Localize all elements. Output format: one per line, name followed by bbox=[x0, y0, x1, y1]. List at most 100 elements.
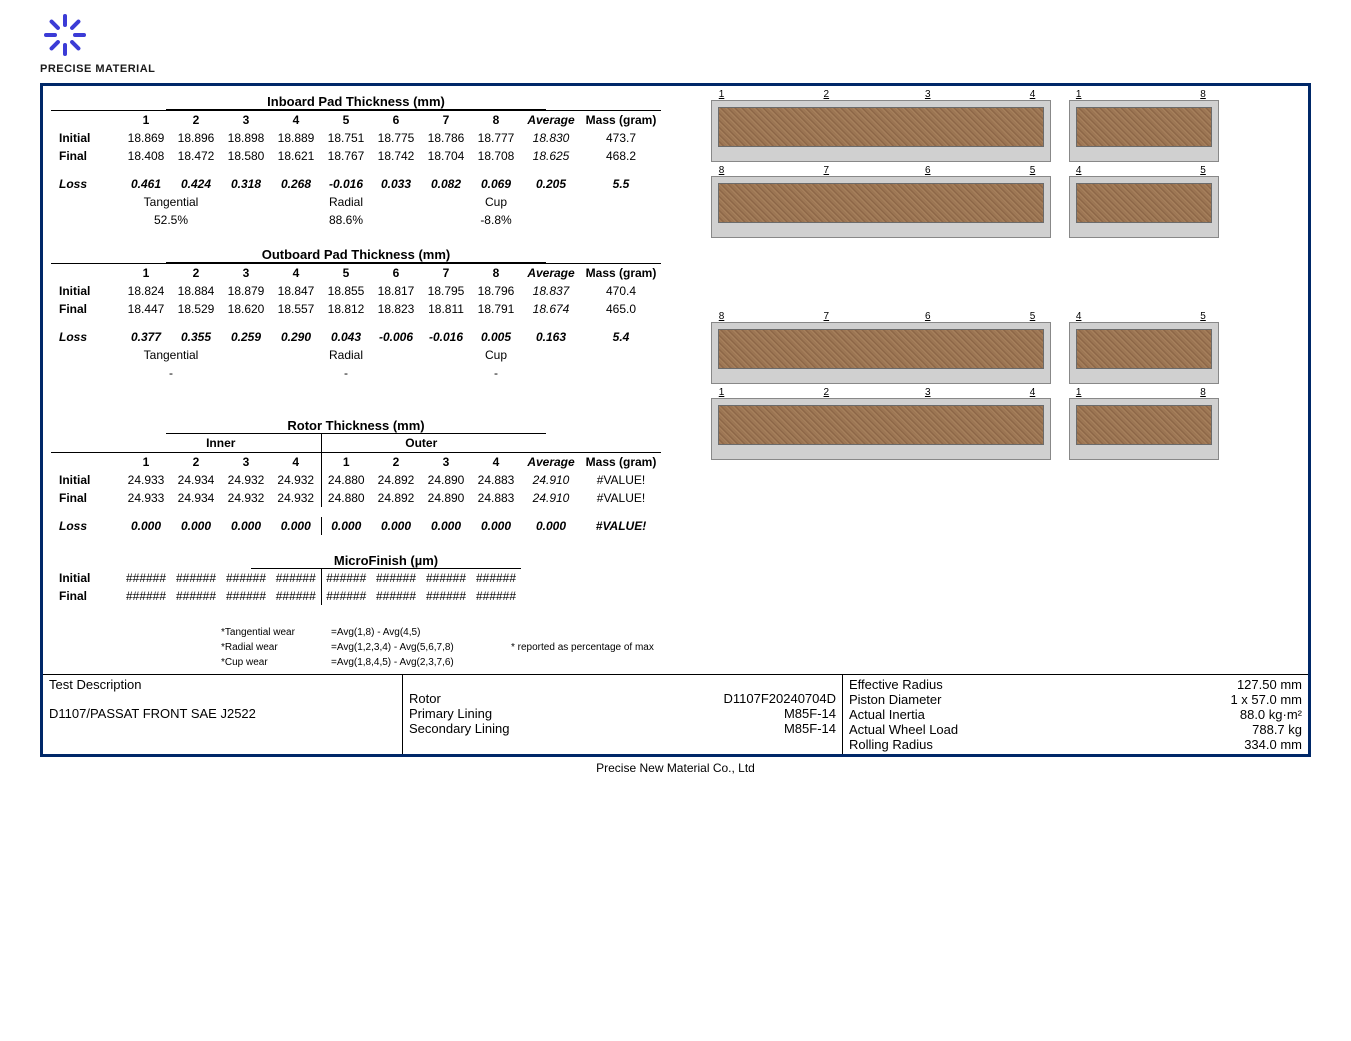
mass-cell: 465.0 bbox=[581, 300, 661, 318]
data-cell: 18.824 bbox=[121, 282, 171, 300]
pad-block-wide: 1234 bbox=[711, 100, 1051, 162]
data-cell: 24.932 bbox=[221, 489, 271, 507]
data-cell: 18.869 bbox=[121, 129, 171, 147]
data-cell: 18.704 bbox=[421, 147, 471, 165]
mass-cell: #VALUE! bbox=[581, 471, 661, 489]
data-cell: 0.268 bbox=[271, 175, 321, 193]
data-cell: 0.355 bbox=[171, 328, 221, 346]
data-cell: ###### bbox=[121, 587, 171, 605]
avg-cell: 18.625 bbox=[521, 147, 581, 165]
data-cell: 0.000 bbox=[171, 517, 221, 535]
avg-cell: 18.837 bbox=[521, 282, 581, 300]
pad-diagram-row: 123418 bbox=[711, 100, 1300, 162]
logo-area: PRECISE MATERIAL bbox=[40, 10, 1311, 75]
data-cell: 24.890 bbox=[421, 471, 471, 489]
avg-cell: 18.674 bbox=[521, 300, 581, 318]
data-cell: ###### bbox=[321, 569, 371, 587]
pad-block-narrow: 18 bbox=[1069, 398, 1219, 460]
pad-block-narrow: 45 bbox=[1069, 322, 1219, 384]
footer-mid-line: Primary LiningM85F-14 bbox=[409, 706, 836, 721]
footer-right-line: Actual Inertia88.0 kg·m² bbox=[849, 707, 1302, 722]
pad-point-num: 7 bbox=[824, 165, 830, 176]
mass-cell: 5.5 bbox=[581, 175, 661, 193]
pad-diagram-row: 123418 bbox=[711, 398, 1300, 460]
data-cell: 24.933 bbox=[121, 489, 171, 507]
mass-cell: 5.4 bbox=[581, 328, 661, 346]
data-cell: 24.932 bbox=[221, 471, 271, 489]
data-cell: 24.880 bbox=[321, 471, 371, 489]
data-cell: 24.892 bbox=[371, 471, 421, 489]
data-cell: -0.016 bbox=[321, 175, 371, 193]
mass-cell: #VALUE! bbox=[581, 517, 661, 535]
data-cell: 18.472 bbox=[171, 147, 221, 165]
pad-point-num: 1 bbox=[719, 89, 725, 100]
data-cell: 0.000 bbox=[271, 517, 321, 535]
row-label: Final bbox=[51, 489, 121, 507]
data-cell: 0.033 bbox=[371, 175, 421, 193]
pad-point-num: 2 bbox=[824, 89, 830, 100]
data-cell: 18.742 bbox=[371, 147, 421, 165]
data-cell: ###### bbox=[421, 569, 471, 587]
pad-block-wide: 8765 bbox=[711, 176, 1051, 238]
data-cell: 0.000 bbox=[421, 517, 471, 535]
test-desc-value: D1107/PASSAT FRONT SAE J2522 bbox=[49, 706, 396, 721]
row-label: Loss bbox=[51, 517, 121, 535]
footer-row: Test Description D1107/PASSAT FRONT SAE … bbox=[43, 674, 1308, 754]
pad-point-num: 4 bbox=[1076, 165, 1082, 176]
avg-cell: 0.163 bbox=[521, 328, 581, 346]
row-label: Loss bbox=[51, 175, 121, 193]
pad-point-num: 5 bbox=[1200, 165, 1206, 176]
footer-right-line: Piston Diameter1 x 57.0 mm bbox=[849, 692, 1302, 707]
wear-val-tangential: 52.5% bbox=[121, 211, 221, 229]
data-cell: ###### bbox=[271, 587, 321, 605]
wear-label-radial: Radial bbox=[321, 193, 371, 211]
data-cell: 0.377 bbox=[121, 328, 171, 346]
data-cell: 0.290 bbox=[271, 328, 321, 346]
data-cell: 18.889 bbox=[271, 129, 321, 147]
row-label: Final bbox=[51, 300, 121, 318]
rotor-outer-label: Outer bbox=[321, 434, 521, 453]
footer-right-line: Effective Radius127.50 mm bbox=[849, 677, 1302, 692]
pad-point-num: 1 bbox=[719, 387, 725, 398]
avg-cell: 24.910 bbox=[521, 471, 581, 489]
data-cell: 24.883 bbox=[471, 489, 521, 507]
pad-point-num: 1 bbox=[1076, 387, 1082, 398]
footer-right-line: Rolling Radius334.0 mm bbox=[849, 737, 1302, 752]
avg-cell: 0.205 bbox=[521, 175, 581, 193]
outboard-table: 1234 5678 AverageMass (gram) Initial18.8… bbox=[51, 263, 661, 382]
pad-diagram-row: 8765 45 bbox=[711, 176, 1300, 238]
data-cell: ###### bbox=[171, 587, 221, 605]
data-cell: 18.751 bbox=[321, 129, 371, 147]
data-cell: 24.890 bbox=[421, 489, 471, 507]
data-cell: 0.461 bbox=[121, 175, 171, 193]
pad-block-wide: 8765 bbox=[711, 322, 1051, 384]
data-cell: 0.043 bbox=[321, 328, 371, 346]
pad-point-num: 2 bbox=[824, 387, 830, 398]
pad-point-num: 7 bbox=[824, 311, 830, 322]
data-cell: ###### bbox=[371, 569, 421, 587]
pad-point-num: 5 bbox=[1030, 165, 1036, 176]
row-label: Initial bbox=[51, 129, 121, 147]
micro-title: MicroFinish (µm) bbox=[251, 553, 521, 569]
data-cell: ###### bbox=[471, 587, 521, 605]
data-cell: 0.082 bbox=[421, 175, 471, 193]
data-cell: 18.620 bbox=[221, 300, 271, 318]
wear-notes: *Tangential wear=Avg(1,8) - Avg(4,5) *Ra… bbox=[221, 625, 691, 670]
pad-point-num: 6 bbox=[925, 165, 931, 176]
data-cell: ###### bbox=[371, 587, 421, 605]
data-cell: 18.812 bbox=[321, 300, 371, 318]
main-frame: Inboard Pad Thickness (mm) 1234 5678 Ave… bbox=[40, 83, 1311, 757]
data-cell: ###### bbox=[421, 587, 471, 605]
pad-point-num: 1 bbox=[1076, 89, 1082, 100]
mass-cell: 468.2 bbox=[581, 147, 661, 165]
data-cell: 18.775 bbox=[371, 129, 421, 147]
row-label: Loss bbox=[51, 328, 121, 346]
pad-block-narrow: 45 bbox=[1069, 176, 1219, 238]
data-cell: 18.823 bbox=[371, 300, 421, 318]
data-cell: 0.318 bbox=[221, 175, 271, 193]
data-cell: 18.708 bbox=[471, 147, 521, 165]
data-cell: 18.879 bbox=[221, 282, 271, 300]
avg-cell: 18.830 bbox=[521, 129, 581, 147]
data-tables-column: Inboard Pad Thickness (mm) 1234 5678 Ave… bbox=[51, 94, 691, 670]
pad-point-num: 5 bbox=[1030, 311, 1036, 322]
